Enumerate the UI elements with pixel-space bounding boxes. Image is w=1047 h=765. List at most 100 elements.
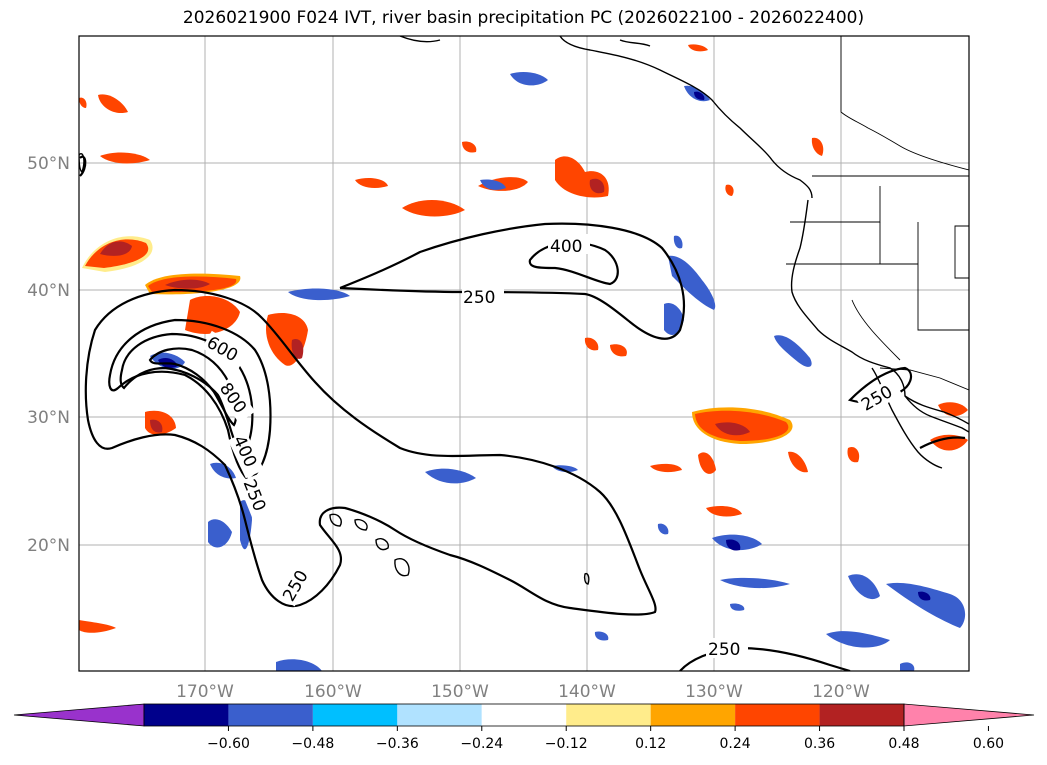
negative-patch: [480, 179, 506, 190]
ivt-contour-250: [79, 155, 87, 177]
positive-patch: [79, 620, 116, 633]
colorbar-tick-label: −0.12: [545, 736, 588, 752]
negative-patch: [726, 539, 741, 551]
colorbar-tick-label: −0.48: [291, 736, 334, 752]
colorbar-tick-label: −0.24: [460, 736, 503, 752]
colorbar: −0.60 −0.48 −0.36 −0.24 −0.12 0.12 0.24 0.36 0.4…: [13, 703, 1035, 752]
positive-precip-patches: [79, 44, 968, 633]
negative-patch: [668, 255, 716, 310]
map-title: 2026021900 F024 IVT, river basin precipi…: [182, 8, 865, 28]
positive-patch: [402, 199, 465, 217]
island: [583, 572, 590, 585]
positive-patch: [610, 344, 627, 357]
negative-patch: [730, 603, 745, 611]
positive-patch: [811, 137, 824, 156]
lat-label: 30°N: [27, 408, 70, 428]
lon-label: 170°W: [176, 682, 234, 702]
colorbar-tick-label: 0.48: [888, 736, 919, 752]
map-frame: [78, 35, 970, 672]
colorbar-extend-min: [13, 703, 145, 727]
state-border: [917, 222, 969, 331]
positive-patch: [100, 152, 150, 164]
lon-label: 120°W: [812, 682, 870, 702]
positive-patch: [79, 97, 87, 108]
positive-patch: [706, 506, 742, 517]
ivt-contour-250: [919, 436, 966, 449]
negative-patch: [848, 574, 880, 600]
gridlines: [79, 36, 969, 671]
ivt-contour-250: [84, 288, 657, 616]
contour-label-400-north: 400: [550, 237, 582, 257]
colorbar-tick-label: 0.24: [720, 736, 751, 752]
alaska-coast: [619, 39, 651, 47]
lat-label: 20°N: [27, 536, 70, 556]
negative-patch: [208, 519, 232, 548]
positive-patch: [725, 184, 734, 196]
hawaii-island: [329, 513, 342, 527]
colorbar-tick-label: 0.36: [804, 736, 835, 752]
colorbar-tick-label: 0.12: [635, 736, 666, 752]
positive-patch: [788, 451, 808, 473]
lon-label: 130°W: [685, 682, 743, 702]
colorbar-outline: [143, 703, 905, 727]
positive-patch: [650, 463, 682, 473]
colorbar-tick-label: −0.36: [376, 736, 419, 752]
positive-patch: [715, 422, 750, 436]
negative-patch: [664, 302, 684, 335]
mainland-mexico-coast: [904, 395, 969, 425]
negative-patch: [720, 577, 790, 589]
positive-patch: [930, 434, 968, 451]
positive-patch: [584, 337, 599, 351]
colorbar-segment: [650, 704, 736, 726]
longitude-labels: 170°W 160°W 150°W 140°W 130°W 120°W: [176, 682, 870, 702]
negative-patch: [288, 288, 350, 301]
positive-patch: [589, 178, 605, 194]
positive-patch: [291, 339, 304, 359]
hawaii-island: [354, 518, 368, 531]
positive-patch: [150, 419, 163, 433]
lon-label: 140°W: [558, 682, 616, 702]
positive-patch: [462, 141, 477, 153]
negative-patch: [694, 91, 705, 100]
lat-label: 50°N: [27, 154, 70, 174]
negative-patch: [276, 659, 322, 671]
colorbar-tick-label: 0.60: [973, 736, 1004, 752]
positive-patch: [165, 279, 210, 289]
colorbar-segment: [397, 704, 482, 726]
negative-patch: [774, 335, 812, 367]
lon-label: 150°W: [431, 682, 489, 702]
negative-patch: [886, 582, 966, 628]
negative-patch: [657, 523, 669, 535]
lat-label: 40°N: [27, 281, 70, 301]
contour-label-250-central: 250: [463, 288, 495, 308]
positive-patch: [698, 452, 716, 474]
colorbar-segment: [312, 704, 398, 726]
lon-label: 160°W: [304, 682, 362, 702]
positive-patch: [98, 94, 128, 114]
contour-label-250-south: 250: [708, 640, 740, 660]
negative-patch: [510, 72, 548, 86]
positive-patch: [688, 44, 708, 52]
negative-patch: [673, 235, 683, 249]
negative-patch: [425, 468, 476, 484]
latitude-labels: 50°N 40°N 30°N 20°N: [27, 154, 70, 556]
ivt-contour-800: [148, 347, 238, 427]
colorbar-segment: [144, 704, 229, 726]
negative-patch: [826, 631, 890, 648]
state-border: [851, 299, 901, 361]
hawaii-island: [375, 538, 389, 551]
hawaii-island: [394, 558, 410, 577]
positive-patch: [100, 241, 132, 256]
north-america-coast: [790, 199, 969, 433]
negative-patch: [918, 591, 931, 601]
colorbar-segment: [566, 704, 651, 726]
colorbar-segment: [481, 704, 567, 726]
alaska-canada-border: [840, 36, 969, 171]
alaska-coast: [559, 36, 813, 199]
positive-patch: [355, 178, 388, 188]
positive-patch: [185, 296, 240, 334]
alaska-coast: [399, 36, 441, 43]
colorbar-tick-label: −0.60: [207, 736, 250, 752]
colorbar-segment: [735, 704, 820, 726]
